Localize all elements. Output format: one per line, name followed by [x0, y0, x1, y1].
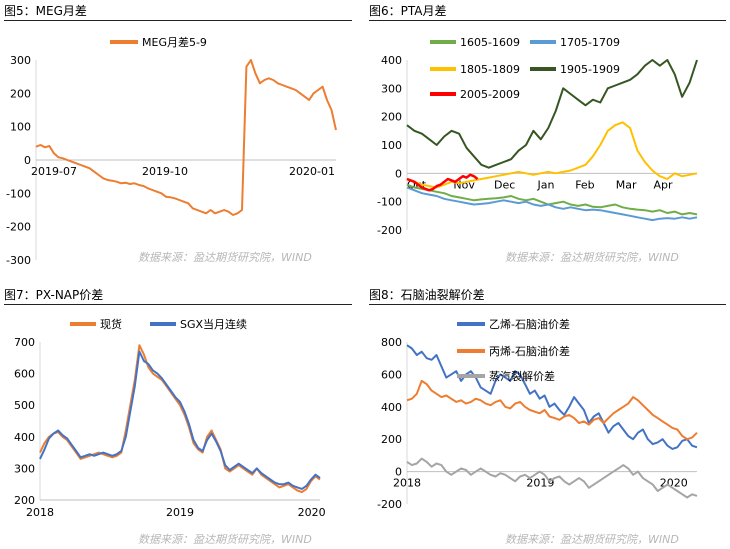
- figure-7-source: 数据来源：盈达期货研究院，WIND: [138, 533, 312, 546]
- y-tick-label: 200: [381, 433, 402, 446]
- figure-6-title: 图6：PTA月差: [369, 4, 447, 18]
- legend-label: 丙烯-石脑油价差: [489, 344, 570, 358]
- y-tick-label: 300: [10, 54, 31, 67]
- y-tick-label: 400: [381, 54, 402, 67]
- y-tick-label: -300: [6, 254, 31, 267]
- y-tick-label: 400: [14, 431, 35, 444]
- series-line: [406, 183, 698, 216]
- figure-7-title: 图7：PX-NAP价差: [4, 288, 104, 302]
- y-tick-label: -200: [377, 498, 402, 511]
- legend-label: 蒸汽裂解价差: [489, 369, 555, 383]
- series-line: [406, 457, 698, 499]
- series-line: [35, 59, 337, 216]
- y-tick-label: 300: [381, 82, 402, 95]
- y-tick-label: 100: [10, 121, 31, 134]
- x-tick-label: Jan: [537, 178, 555, 191]
- y-tick-label: 0: [395, 167, 402, 180]
- y-tick-label: -200: [377, 224, 402, 237]
- y-tick-label: 0: [395, 466, 402, 479]
- y-tick-label: 700: [14, 336, 35, 349]
- legend-label: MEG月差5-9: [142, 35, 207, 49]
- x-tick-label: 2019-10: [142, 165, 188, 178]
- series-line: [406, 379, 698, 441]
- legend-label: SGX当月连续: [180, 317, 247, 331]
- series-line: [406, 173, 479, 192]
- legend-label: 乙烯-石脑油价差: [489, 317, 570, 331]
- figure-6-separator: [369, 20, 726, 21]
- figure-6-source: 数据来源：盈达期货研究院，WIND: [505, 251, 679, 264]
- y-tick-label: 200: [381, 111, 402, 124]
- figure-5-source: 数据来源：盈达期货研究院，WIND: [138, 251, 312, 264]
- x-tick-label: 2019: [166, 506, 194, 519]
- figure-8-separator: [369, 304, 726, 305]
- y-tick-label: 0: [24, 154, 31, 167]
- y-tick-label: 200: [10, 87, 31, 100]
- y-tick-label: 100: [381, 139, 402, 152]
- series-line: [406, 186, 698, 222]
- y-tick-label: 300: [14, 462, 35, 475]
- y-tick-label: 600: [14, 368, 35, 381]
- x-tick-label: 2020-01: [289, 165, 335, 178]
- legend-label: 现货: [100, 317, 122, 331]
- legend-label: 2005-2009: [460, 88, 520, 101]
- y-tick-label: -100: [6, 187, 31, 200]
- figure-5-separator: [4, 20, 352, 21]
- legend-label: 1605-1609: [460, 36, 520, 49]
- x-tick-label: Mar: [616, 178, 637, 191]
- legend-label: 1905-1909: [560, 63, 620, 76]
- x-tick-label: 2020: [298, 506, 326, 519]
- x-tick-label: 2019-07: [31, 165, 77, 178]
- x-tick-label: 2020: [660, 477, 688, 490]
- figure-8-source: 数据来源：盈达期货研究院，WIND: [505, 533, 679, 546]
- x-tick-label: 2018: [26, 506, 54, 519]
- y-tick-label: -100: [377, 196, 402, 209]
- y-tick-label: 200: [14, 494, 35, 507]
- x-tick-label: Feb: [575, 178, 594, 191]
- figure-7-separator: [4, 304, 352, 305]
- figure-5-title: 图5：MEG月差: [4, 4, 87, 18]
- y-tick-label: -200: [6, 221, 31, 234]
- series-line: [39, 350, 321, 490]
- legend-label: 1705-1709: [560, 36, 620, 49]
- y-tick-label: 400: [381, 401, 402, 414]
- x-tick-label: Apr: [654, 178, 674, 191]
- y-tick-label: 800: [381, 336, 402, 349]
- x-tick-label: 2018: [393, 477, 421, 490]
- series-line: [406, 344, 698, 450]
- figure-8-title: 图8：石脑油裂解价差: [369, 288, 485, 302]
- y-tick-label: 500: [14, 399, 35, 412]
- series-line: [406, 59, 698, 169]
- x-tick-label: Dec: [494, 178, 515, 191]
- series-line: [39, 344, 321, 494]
- y-tick-label: 600: [381, 368, 402, 381]
- chart-figure-5: 300 200 100 0 -100 -200 -300 2019-07 2019-10 2020…: [6, 35, 337, 267]
- legend-label: 1805-1809: [460, 63, 520, 76]
